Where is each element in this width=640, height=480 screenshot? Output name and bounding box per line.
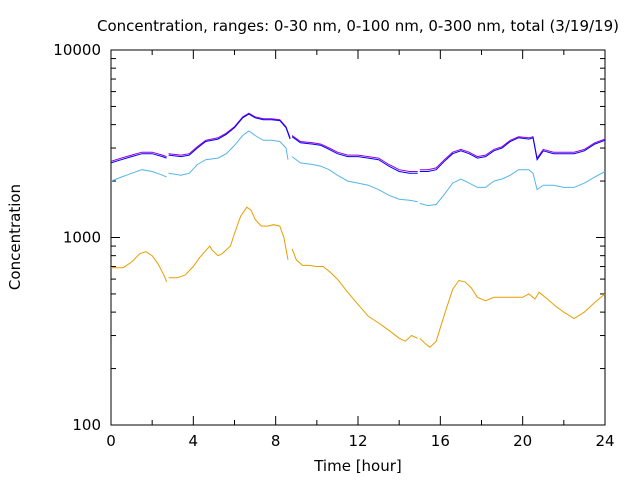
series-4-line xyxy=(168,113,291,158)
series-4-line xyxy=(291,136,418,174)
y-tick-label: 100 xyxy=(72,416,101,434)
y-tick-label: 1000 xyxy=(63,229,101,247)
series-1-line xyxy=(168,206,289,279)
y-axis: 100 1000 10000 xyxy=(53,41,605,434)
plot-frame xyxy=(110,49,606,426)
x-axis: 0 4 8 12 16 20 24 xyxy=(106,50,615,450)
y-tick-label: 10000 xyxy=(53,41,101,59)
x-tick-label: 12 xyxy=(348,432,367,450)
x-tick-label: 20 xyxy=(513,432,532,450)
series-4-line xyxy=(419,137,606,172)
series-1-line xyxy=(419,279,606,348)
series-3-line xyxy=(168,112,291,156)
x-axis-label: Time [hour] xyxy=(313,457,402,475)
series-2-line xyxy=(168,130,289,176)
series-2-line xyxy=(419,169,606,207)
series-3-line xyxy=(291,135,418,172)
series-2-line xyxy=(110,169,167,182)
chart-title: Concentration, ranges: 0-30 nm, 0-100 nm… xyxy=(97,17,619,35)
series-2-line xyxy=(291,156,418,203)
x-tick-label: 0 xyxy=(106,432,116,450)
x-tick-label: 24 xyxy=(595,432,614,450)
series-3-line xyxy=(110,151,167,162)
y-axis-label: Concentration xyxy=(6,184,24,290)
series-1-line xyxy=(111,251,168,283)
series-lines xyxy=(110,112,606,348)
series-3-line xyxy=(419,136,606,171)
x-tick-label: 16 xyxy=(431,432,450,450)
x-tick-label: 8 xyxy=(271,432,281,450)
x-tick-label: 4 xyxy=(189,432,199,450)
series-4-line xyxy=(110,153,167,164)
series-1-line xyxy=(291,248,418,342)
